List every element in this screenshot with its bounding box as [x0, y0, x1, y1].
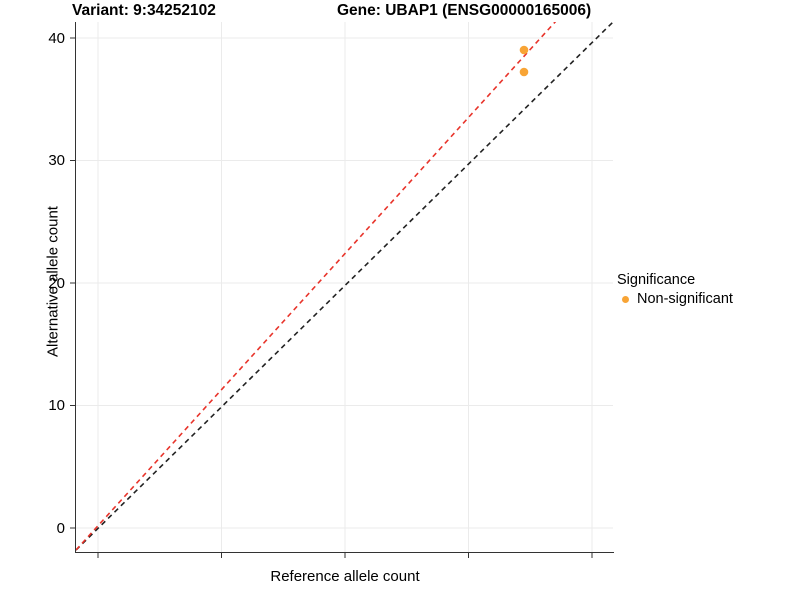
legend-title: Significance — [617, 272, 696, 288]
gene-title: Gene: UBAP1 (ENSG00000165006) — [337, 2, 592, 19]
legend-item-non-significant[interactable]: Non-significant — [617, 291, 795, 307]
grid-horizontal — [76, 37, 613, 529]
data-point — [519, 67, 529, 77]
plot-panel — [76, 22, 613, 552]
y-tick-label-30: 30 — [48, 152, 65, 169]
data-point — [519, 45, 529, 55]
legend-dot-icon — [621, 295, 629, 303]
legend: Significance Non-significant — [617, 272, 795, 307]
legend-key-icon — [617, 291, 633, 307]
y-tick-label-10: 10 — [48, 397, 65, 414]
data-points — [519, 45, 529, 77]
x-axis-title: Reference allele count — [270, 568, 420, 585]
grid-vertical — [97, 22, 593, 552]
expected-ratio-line — [76, 22, 557, 551]
variant-title: Variant: 9:34252102 — [72, 2, 216, 19]
y-tick-label-0: 0 — [56, 520, 65, 537]
y-tick-label-20: 20 — [48, 275, 65, 292]
plot-title-row: Variant: 9:34252102 Gene: UBAP1 (ENSG000… — [0, 0, 800, 24]
y-tick-label-40: 40 — [48, 30, 65, 47]
legend-item-label: Non-significant — [637, 291, 733, 307]
